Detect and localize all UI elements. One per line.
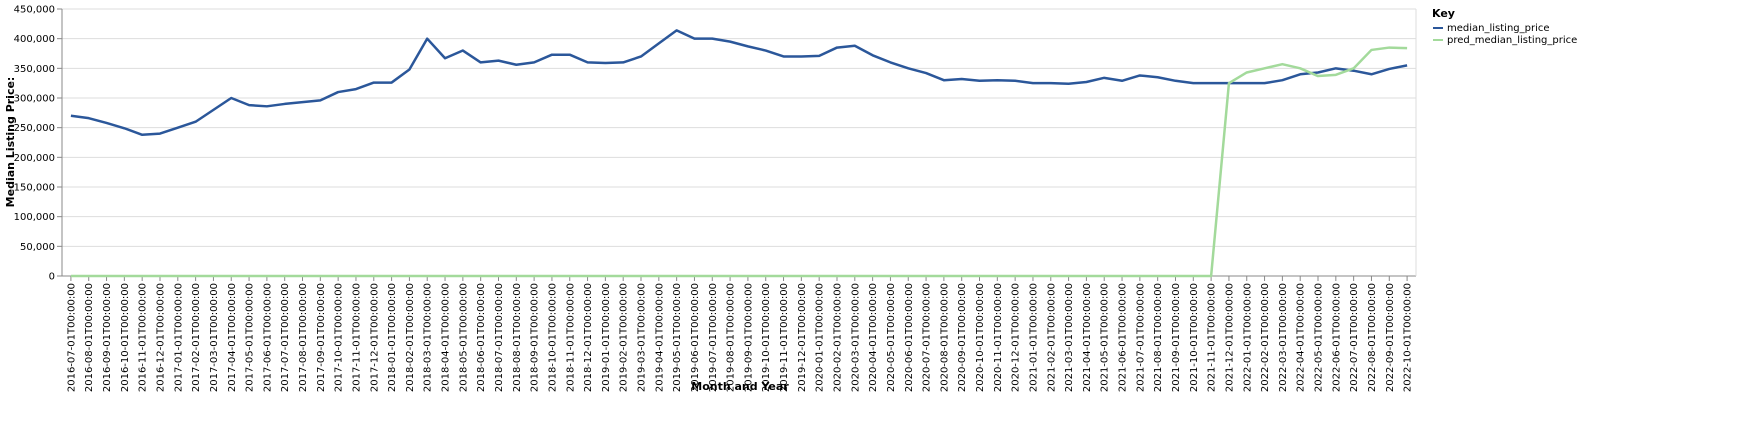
x-tick-label: 2019-12-01T00:00:00 xyxy=(797,283,808,392)
y-tick-label: 250,000 xyxy=(14,123,55,134)
x-tick-label: 2020-09-01T00:00:00 xyxy=(957,283,968,392)
x-axis-title: Month and Year xyxy=(691,380,789,393)
x-tick-label: 2018-07-01T00:00:00 xyxy=(494,283,505,392)
x-tick-label: 2017-12-01T00:00:00 xyxy=(369,283,380,392)
x-tick-label: 2018-04-01T00:00:00 xyxy=(441,283,452,392)
x-tick-label: 2020-10-01T00:00:00 xyxy=(975,283,986,392)
x-tick-label: 2018-09-01T00:00:00 xyxy=(530,283,541,392)
legend-label: median_listing_price xyxy=(1447,23,1550,34)
x-tick-label: 2021-11-01T00:00:00 xyxy=(1207,283,1218,392)
y-tick-label: 400,000 xyxy=(14,34,55,45)
x-tick-label: 2018-02-01T00:00:00 xyxy=(405,283,416,392)
x-tick-label: 2017-04-01T00:00:00 xyxy=(227,283,238,392)
y-tick-label: 200,000 xyxy=(14,153,55,164)
x-tick-label: 2016-10-01T00:00:00 xyxy=(120,283,131,392)
x-tick-label: 2018-10-01T00:00:00 xyxy=(547,283,558,392)
y-tick-label: 450,000 xyxy=(14,5,55,16)
x-tick-label: 2022-03-01T00:00:00 xyxy=(1278,283,1289,392)
x-tick-label: 2021-12-01T00:00:00 xyxy=(1224,283,1235,392)
x-tick-label: 2022-01-01T00:00:00 xyxy=(1242,283,1253,392)
series-line xyxy=(70,46,1408,278)
x-tick-label: 2020-04-01T00:00:00 xyxy=(868,283,879,392)
y-tick-label: 300,000 xyxy=(14,94,55,105)
x-tick-label: 2018-05-01T00:00:00 xyxy=(458,283,469,392)
x-tick-label: 2019-07-01T00:00:00 xyxy=(708,283,719,392)
x-tick-label: 2018-12-01T00:00:00 xyxy=(583,283,594,392)
x-tick-label: 2018-08-01T00:00:00 xyxy=(512,283,523,392)
x-tick-label: 2016-09-01T00:00:00 xyxy=(102,283,113,392)
y-tick-label: 150,000 xyxy=(14,183,55,194)
y-tick-label: 350,000 xyxy=(14,64,55,75)
x-tick-label: 2017-08-01T00:00:00 xyxy=(298,283,309,392)
x-tick-label: 2019-08-01T00:00:00 xyxy=(726,283,737,392)
x-tick-label: 2016-07-01T00:00:00 xyxy=(66,283,77,392)
y-tick-label: 50,000 xyxy=(20,242,55,253)
x-tick-label: 2019-09-01T00:00:00 xyxy=(743,283,754,392)
y-tick-label: 0 xyxy=(49,272,55,283)
x-tick-label: 2018-01-01T00:00:00 xyxy=(387,283,398,392)
legend-label: pred_median_listing_price xyxy=(1447,35,1577,46)
x-tick-label: 2019-01-01T00:00:00 xyxy=(601,283,612,392)
x-tick-label: 2020-08-01T00:00:00 xyxy=(939,283,950,392)
x-tick-label: 2019-03-01T00:00:00 xyxy=(637,283,648,392)
x-tick-label: 2018-11-01T00:00:00 xyxy=(565,283,576,392)
x-tick-label: 2017-06-01T00:00:00 xyxy=(262,283,273,392)
x-tick-label: 2020-12-01T00:00:00 xyxy=(1011,283,1022,392)
x-tick-label: 2016-08-01T00:00:00 xyxy=(84,283,95,392)
x-tick-label: 2022-10-01T00:00:00 xyxy=(1403,283,1414,392)
x-tick-label: 2019-11-01T00:00:00 xyxy=(779,283,790,392)
x-tick-label: 2019-02-01T00:00:00 xyxy=(619,283,630,392)
x-tick-label: 2016-12-01T00:00:00 xyxy=(155,283,166,392)
x-tick-label: 2021-04-01T00:00:00 xyxy=(1082,283,1093,392)
x-tick-label: 2020-05-01T00:00:00 xyxy=(886,283,897,392)
x-tick-label: 2021-02-01T00:00:00 xyxy=(1046,283,1057,392)
x-tick-label: 2020-07-01T00:00:00 xyxy=(922,283,933,392)
x-tick-label: 2022-06-01T00:00:00 xyxy=(1331,283,1342,392)
x-tick-label: 2018-06-01T00:00:00 xyxy=(476,283,487,392)
x-tick-label: 2017-03-01T00:00:00 xyxy=(209,283,220,392)
x-tick-label: 2021-08-01T00:00:00 xyxy=(1153,283,1164,392)
x-tick-label: 2017-09-01T00:00:00 xyxy=(316,283,327,392)
x-tick-label: 2021-07-01T00:00:00 xyxy=(1135,283,1146,392)
x-tick-label: 2021-03-01T00:00:00 xyxy=(1064,283,1075,392)
x-tick-label: 2019-06-01T00:00:00 xyxy=(690,283,701,392)
x-tick-label: 2017-07-01T00:00:00 xyxy=(280,283,291,392)
x-tick-label: 2018-03-01T00:00:00 xyxy=(423,283,434,392)
x-tick-label: 2020-03-01T00:00:00 xyxy=(850,283,861,392)
x-tick-label: 2021-09-01T00:00:00 xyxy=(1171,283,1182,392)
series-line xyxy=(70,29,1408,137)
x-tick-label: 2017-10-01T00:00:00 xyxy=(334,283,345,392)
x-tick-label: 2022-07-01T00:00:00 xyxy=(1349,283,1360,392)
x-tick-label: 2020-06-01T00:00:00 xyxy=(904,283,915,392)
x-tick-label: 2019-04-01T00:00:00 xyxy=(654,283,665,392)
x-tick-label: 2020-11-01T00:00:00 xyxy=(993,283,1004,392)
x-tick-label: 2021-01-01T00:00:00 xyxy=(1028,283,1039,392)
x-tick-label: 2017-11-01T00:00:00 xyxy=(351,283,362,392)
x-tick-label: 2020-01-01T00:00:00 xyxy=(815,283,826,392)
x-tick-label: 2022-08-01T00:00:00 xyxy=(1367,283,1378,392)
x-tick-label: 2017-05-01T00:00:00 xyxy=(245,283,256,392)
x-tick-label: 2017-01-01T00:00:00 xyxy=(173,283,184,392)
x-tick-label: 2022-05-01T00:00:00 xyxy=(1314,283,1325,392)
x-tick-label: 2021-06-01T00:00:00 xyxy=(1118,283,1129,392)
x-tick-label: 2022-04-01T00:00:00 xyxy=(1296,283,1307,392)
x-tick-label: 2016-11-01T00:00:00 xyxy=(138,283,149,392)
x-tick-label: 2022-09-01T00:00:00 xyxy=(1385,283,1396,392)
x-tick-label: 2019-10-01T00:00:00 xyxy=(761,283,772,392)
x-tick-label: 2020-02-01T00:00:00 xyxy=(832,283,843,392)
x-tick-label: 2021-10-01T00:00:00 xyxy=(1189,283,1200,392)
x-tick-label: 2019-05-01T00:00:00 xyxy=(672,283,683,392)
legend-title: Key xyxy=(1432,7,1455,20)
x-tick-label: 2022-02-01T00:00:00 xyxy=(1260,283,1271,392)
y-tick-label: 100,000 xyxy=(14,212,55,223)
x-tick-label: 2017-02-01T00:00:00 xyxy=(191,283,202,392)
x-tick-label: 2021-05-01T00:00:00 xyxy=(1100,283,1111,392)
y-axis-title: Median Listing Price: xyxy=(4,77,17,208)
